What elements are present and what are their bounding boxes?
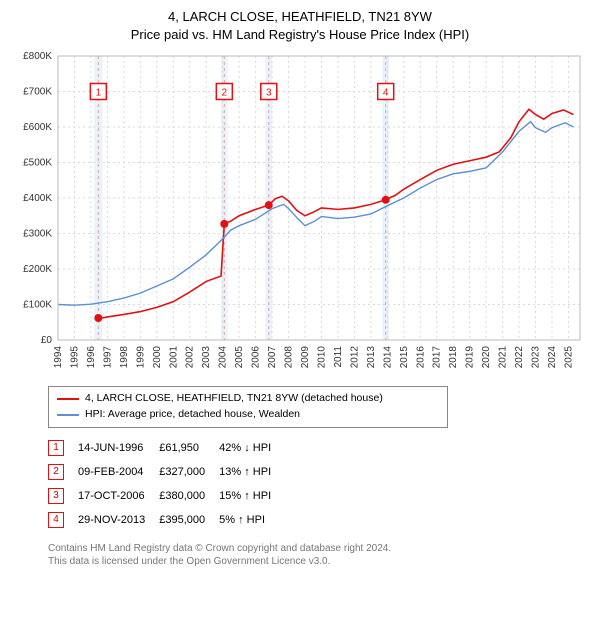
sale-date: 14-JUN-1996 xyxy=(78,436,159,460)
sale-date: 09-FEB-2004 xyxy=(78,460,159,484)
sale-delta: 15% ↑ HPI xyxy=(219,484,285,508)
legend-label: HPI: Average price, detached house, Weal… xyxy=(85,407,300,423)
svg-text:2025: 2025 xyxy=(563,346,574,369)
sale-price: £327,000 xyxy=(159,460,219,484)
svg-text:2003: 2003 xyxy=(201,346,212,369)
svg-text:2005: 2005 xyxy=(234,346,245,369)
svg-text:2022: 2022 xyxy=(514,346,525,369)
table-row: 1 14-JUN-1996£61,95042% ↓ HPI xyxy=(48,436,285,460)
footer-line-2: This data is licensed under the Open Gov… xyxy=(48,555,590,569)
sale-date: 29-NOV-2013 xyxy=(78,508,159,532)
svg-text:£0: £0 xyxy=(41,335,53,346)
svg-text:2004: 2004 xyxy=(218,346,229,369)
svg-text:2009: 2009 xyxy=(300,346,311,369)
svg-text:2015: 2015 xyxy=(399,346,410,369)
svg-text:2010: 2010 xyxy=(316,346,327,369)
svg-text:1: 1 xyxy=(96,88,102,99)
sale-price: £380,000 xyxy=(159,484,219,508)
sale-marker-box: 4 xyxy=(48,512,64,528)
subtitle: Price paid vs. HM Land Registry's House … xyxy=(10,26,590,44)
svg-text:2007: 2007 xyxy=(267,346,278,369)
svg-text:2000: 2000 xyxy=(152,346,163,369)
svg-text:4: 4 xyxy=(383,88,389,99)
svg-text:2008: 2008 xyxy=(284,346,295,369)
legend-swatch xyxy=(57,398,79,400)
svg-text:2011: 2011 xyxy=(333,346,344,368)
sale-date: 17-OCT-2006 xyxy=(78,484,159,508)
legend-swatch xyxy=(57,414,79,416)
sale-marker-box: 3 xyxy=(48,488,64,504)
attribution-footer: Contains HM Land Registry data © Crown c… xyxy=(48,542,590,569)
legend-item: 4, LARCH CLOSE, HEATHFIELD, TN21 8YW (de… xyxy=(57,391,439,407)
svg-text:2006: 2006 xyxy=(251,346,262,369)
svg-text:1998: 1998 xyxy=(119,346,130,369)
footer-line-1: Contains HM Land Registry data © Crown c… xyxy=(48,542,590,556)
svg-text:2024: 2024 xyxy=(547,346,558,369)
svg-text:2: 2 xyxy=(222,88,228,99)
svg-text:2017: 2017 xyxy=(432,346,443,369)
header: 4, LARCH CLOSE, HEATHFIELD, TN21 8YW Pri… xyxy=(10,8,590,44)
sale-marker-box: 1 xyxy=(48,440,64,456)
svg-text:£800K: £800K xyxy=(23,51,52,62)
svg-text:2018: 2018 xyxy=(448,346,459,369)
svg-text:2013: 2013 xyxy=(366,346,377,369)
chart-svg: £0 £100K £200K £300K £400K £500K £600K £700K £80… xyxy=(10,50,590,380)
svg-text:2012: 2012 xyxy=(349,346,360,369)
svg-text:2001: 2001 xyxy=(168,346,179,369)
svg-text:1995: 1995 xyxy=(69,346,80,369)
sale-delta: 5% ↑ HPI xyxy=(219,508,285,532)
price-chart: £0 £100K £200K £300K £400K £500K £600K £700K £80… xyxy=(10,50,590,380)
sale-delta: 13% ↑ HPI xyxy=(219,460,285,484)
sale-price: £61,950 xyxy=(159,436,219,460)
svg-text:£600K: £600K xyxy=(23,122,52,133)
svg-text:£500K: £500K xyxy=(23,158,52,169)
svg-text:£200K: £200K xyxy=(23,264,52,275)
svg-text:2002: 2002 xyxy=(185,346,196,369)
svg-text:2016: 2016 xyxy=(415,346,426,369)
svg-text:£100K: £100K xyxy=(23,300,52,311)
svg-text:£400K: £400K xyxy=(23,193,52,204)
legend: 4, LARCH CLOSE, HEATHFIELD, TN21 8YW (de… xyxy=(48,386,448,428)
table-row: 3 17-OCT-2006£380,00015% ↑ HPI xyxy=(48,484,285,508)
svg-text:2019: 2019 xyxy=(465,346,476,369)
table-row: 4 29-NOV-2013£395,0005% ↑ HPI xyxy=(48,508,285,532)
sales-table: 1 14-JUN-1996£61,95042% ↓ HPI 2 09-FEB-2004… xyxy=(48,436,285,532)
svg-text:2021: 2021 xyxy=(498,346,509,369)
svg-text:2020: 2020 xyxy=(481,346,492,369)
svg-text:£300K: £300K xyxy=(23,229,52,240)
legend-item: HPI: Average price, detached house, Weal… xyxy=(57,407,439,423)
svg-text:1996: 1996 xyxy=(86,346,97,369)
svg-text:2023: 2023 xyxy=(531,346,542,369)
svg-text:1997: 1997 xyxy=(102,346,113,369)
sale-marker-box: 2 xyxy=(48,464,64,480)
sale-delta: 42% ↓ HPI xyxy=(219,436,285,460)
svg-text:1999: 1999 xyxy=(135,346,146,369)
address-title: 4, LARCH CLOSE, HEATHFIELD, TN21 8YW xyxy=(10,8,590,26)
legend-label: 4, LARCH CLOSE, HEATHFIELD, TN21 8YW (de… xyxy=(85,391,383,407)
svg-text:£700K: £700K xyxy=(23,87,52,98)
svg-text:2014: 2014 xyxy=(382,346,393,369)
svg-text:3: 3 xyxy=(266,88,272,99)
sale-price: £395,000 xyxy=(159,508,219,532)
svg-text:1994: 1994 xyxy=(53,346,64,369)
table-row: 2 09-FEB-2004£327,00013% ↑ HPI xyxy=(48,460,285,484)
